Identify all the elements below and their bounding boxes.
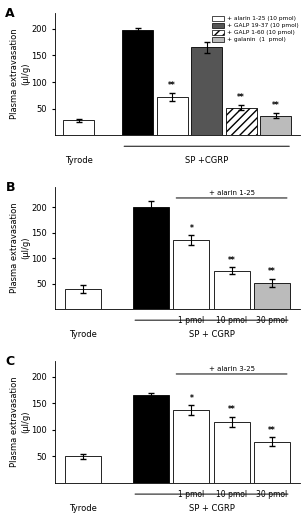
Y-axis label: Plasma extravasation
(μl/g): Plasma extravasation (μl/g) <box>10 29 30 119</box>
Bar <box>133 207 169 309</box>
Text: 1 pmol: 1 pmol <box>178 490 204 499</box>
Bar <box>63 120 94 135</box>
Text: **: ** <box>237 93 245 102</box>
Bar <box>65 289 101 309</box>
Text: **: ** <box>268 426 276 434</box>
Bar <box>122 31 153 135</box>
Text: SP + CGRP: SP + CGRP <box>188 330 235 339</box>
Text: SP + CGRP: SP + CGRP <box>188 504 235 513</box>
Text: SP +CGRP: SP +CGRP <box>185 156 228 165</box>
Text: Tyrode: Tyrode <box>69 330 97 339</box>
Text: *: * <box>189 224 193 233</box>
Bar <box>65 457 101 483</box>
Text: **: ** <box>228 405 235 415</box>
Y-axis label: Plasma extravasation
(μl/g): Plasma extravasation (μl/g) <box>10 377 30 467</box>
Text: Tyrode: Tyrode <box>69 504 97 513</box>
Bar <box>214 422 250 483</box>
Text: **: ** <box>272 101 280 110</box>
Text: + alarin 1-25: + alarin 1-25 <box>208 190 255 196</box>
Text: C: C <box>6 354 14 367</box>
Bar <box>226 107 257 135</box>
Bar <box>157 97 188 135</box>
Y-axis label: Plasma extravasation
(μl/g): Plasma extravasation (μl/g) <box>10 202 30 293</box>
Bar <box>214 271 250 309</box>
Text: 10 pmol: 10 pmol <box>216 316 247 325</box>
Text: **: ** <box>228 256 235 265</box>
Text: 30 pmol: 30 pmol <box>256 316 287 325</box>
Text: + alarin 3-25: + alarin 3-25 <box>208 366 255 372</box>
Bar <box>191 47 222 135</box>
Text: 30 pmol: 30 pmol <box>256 490 287 499</box>
Legend: + alarin 1-25 (10 pmol), + GALP 19-37 (10 pmol), + GALP 1-60 (10 pmol), + galani: + alarin 1-25 (10 pmol), + GALP 19-37 (1… <box>210 15 300 44</box>
Bar <box>254 283 290 309</box>
Text: **: ** <box>168 81 176 90</box>
Text: Tyrode: Tyrode <box>65 156 93 165</box>
Bar <box>260 116 291 135</box>
Text: **: ** <box>268 267 276 276</box>
Text: B: B <box>6 181 15 194</box>
Bar <box>173 410 209 483</box>
Text: 10 pmol: 10 pmol <box>216 490 247 499</box>
Text: 1 pmol: 1 pmol <box>178 316 204 325</box>
Bar <box>173 240 209 309</box>
Bar <box>254 442 290 483</box>
Text: A: A <box>6 7 15 20</box>
Bar <box>133 395 169 483</box>
Text: *: * <box>189 394 193 403</box>
